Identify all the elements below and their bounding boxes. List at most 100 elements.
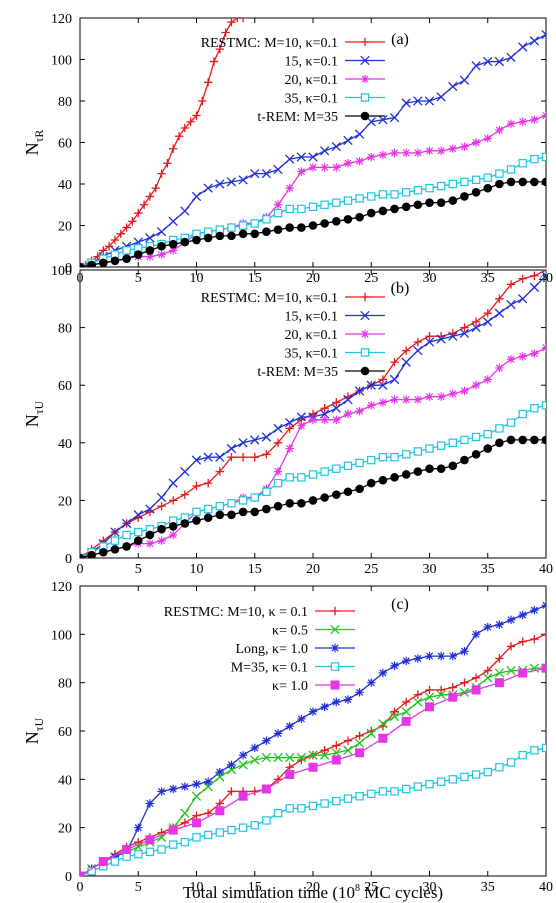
data-point (390, 453, 399, 462)
data-point (319, 750, 330, 760)
data-point (459, 687, 470, 697)
legend-marker (360, 55, 370, 66)
data-point (529, 36, 540, 46)
data-point (192, 833, 201, 842)
data-point (80, 871, 85, 876)
data-point (297, 167, 306, 176)
data-point (332, 398, 341, 407)
data-point (530, 634, 539, 644)
data-point (157, 524, 166, 534)
y-tick-label: 20 (58, 494, 72, 509)
data-point (121, 518, 132, 529)
data-point (215, 231, 225, 241)
data-point (424, 692, 435, 702)
data-point (308, 470, 318, 479)
data-point (390, 357, 399, 367)
data-point (483, 767, 492, 777)
data-point (273, 752, 283, 763)
data-point (460, 647, 469, 656)
data-point (506, 165, 516, 174)
data-point (401, 98, 411, 108)
data-point (518, 409, 527, 419)
legend-label: RESTMC: M=10, κ = 0.1 (164, 605, 308, 620)
data-point (285, 752, 295, 763)
data-point (355, 156, 364, 166)
data-point (413, 697, 423, 707)
data-point (133, 842, 143, 852)
data-point (483, 173, 492, 182)
data-point (320, 702, 329, 712)
data-point (355, 688, 364, 697)
data-point (331, 141, 341, 152)
data-point (308, 163, 318, 172)
data-point (332, 415, 341, 424)
data-point (191, 791, 202, 801)
data-point (495, 438, 504, 448)
data-point (180, 123, 190, 133)
data-point (320, 404, 329, 413)
data-point (483, 429, 492, 439)
data-point (308, 202, 318, 212)
data-point (209, 57, 219, 66)
data-point (332, 796, 341, 806)
data-point (518, 750, 527, 760)
data-point (296, 412, 307, 422)
data-point (436, 651, 446, 661)
data-point (169, 840, 178, 849)
data-point (261, 168, 272, 179)
data-point (238, 750, 248, 760)
data-point (99, 246, 108, 255)
legend-marker (360, 93, 370, 102)
data-point (331, 755, 341, 765)
data-point (436, 690, 446, 700)
data-point (285, 417, 295, 428)
data-point (227, 499, 236, 508)
data-point (250, 168, 260, 179)
data-point (99, 547, 108, 557)
legend-label: 15, κ=0.1 (285, 310, 338, 325)
data-point (192, 779, 201, 789)
data-point (273, 478, 283, 488)
data-point (389, 112, 400, 123)
data-point (250, 453, 259, 462)
data-point (506, 665, 516, 676)
legend-marker (360, 74, 370, 84)
data-point (495, 763, 504, 772)
data-point (227, 760, 236, 770)
data-point (460, 772, 469, 782)
data-point (116, 229, 125, 238)
x-tick-label: 40 (539, 562, 553, 577)
data-point (285, 721, 294, 731)
data-point (169, 144, 178, 153)
data-point (367, 401, 376, 410)
data-point (134, 527, 143, 537)
data-point (296, 752, 307, 763)
data-point (227, 18, 236, 27)
data-point (180, 782, 190, 791)
data-point (483, 317, 493, 327)
data-point (297, 473, 306, 482)
data-point (471, 770, 481, 779)
data-point (262, 504, 271, 514)
data-point (460, 678, 469, 687)
data-point (308, 750, 318, 760)
data-point (459, 75, 470, 85)
y-tick-label: 80 (58, 322, 72, 337)
data-point (378, 719, 388, 729)
data-point (192, 818, 201, 828)
data-point (203, 452, 213, 462)
data-point (262, 215, 271, 224)
data-point (436, 146, 446, 155)
legend-marker (330, 662, 340, 671)
data-point (110, 545, 120, 554)
data-point (238, 823, 248, 832)
data-point (273, 208, 283, 218)
data-point (425, 779, 434, 789)
x-tick-label: 30 (423, 880, 437, 895)
panel-c: 0 5 10 15 20 25 30 35 40 0 20 40 60 80 100 120 NτU Total … (22, 580, 553, 902)
data-point (436, 392, 446, 401)
data-point (355, 731, 364, 741)
data-point (413, 690, 423, 699)
legend: RESTMC: M=10, κ = 0.1 κ= 0.5 Long, κ= 1.0 M… (164, 605, 355, 694)
data-point (134, 208, 143, 218)
